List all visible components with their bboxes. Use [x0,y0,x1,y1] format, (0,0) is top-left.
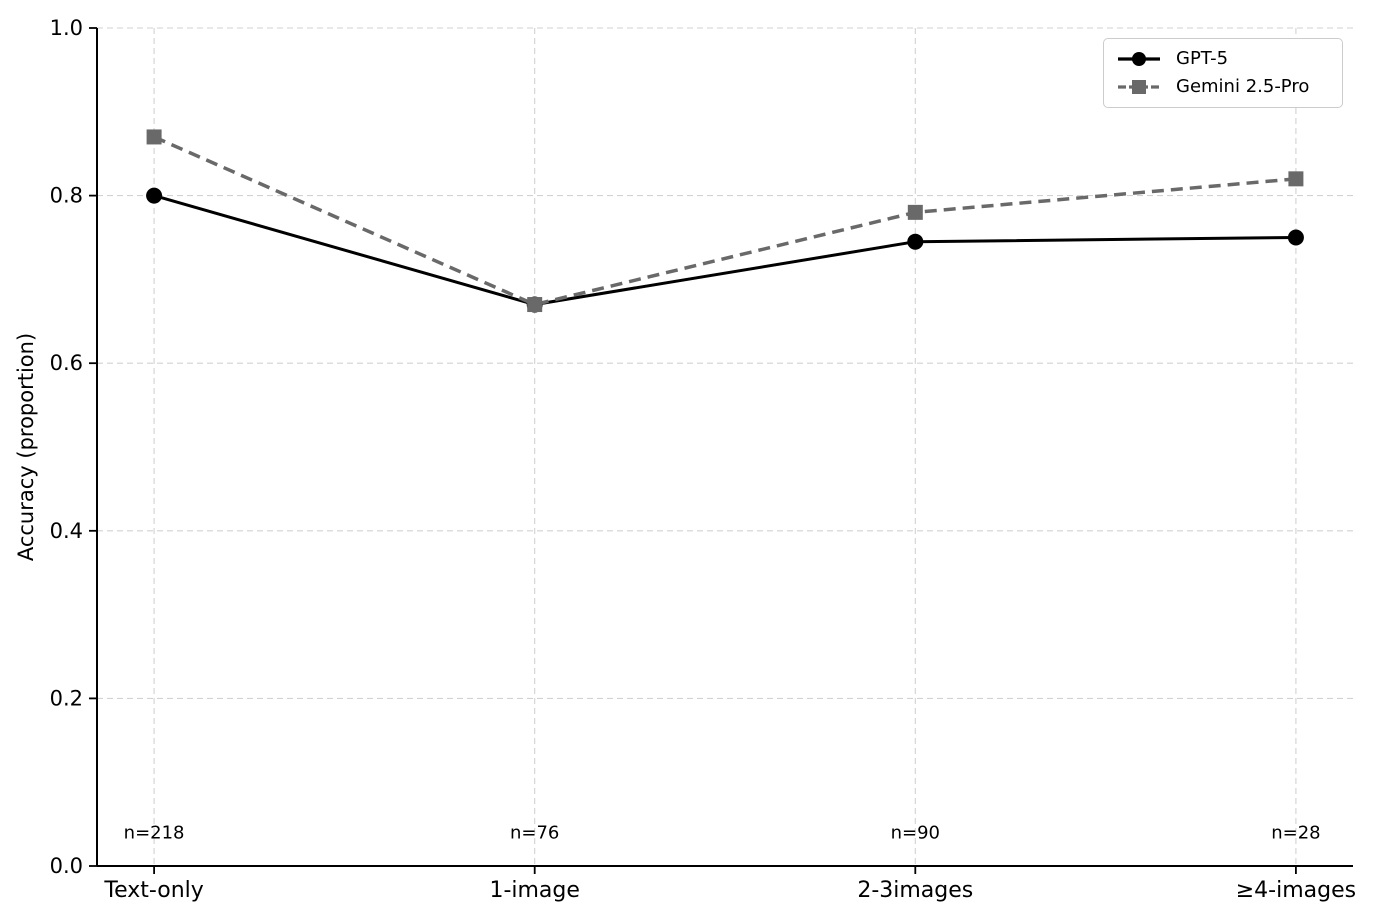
x-tick-label: 1-image [489,878,579,903]
data-point-gemini-2-5-pro-3 [1288,171,1304,187]
solid-line-circle-marker-icon [1118,52,1160,66]
sample-size-annotation: n=90 [891,822,940,843]
legend-item-gpt-5: GPT-5 [1116,48,1330,70]
series-line-gpt-5 [153,194,1296,307]
y-tick-label: 0.6 [50,351,83,375]
y-axis-label: Accuracy (proportion) [14,332,38,562]
y-tick-label: 0.4 [50,519,83,543]
dashed-line-square-marker-icon [1118,80,1160,94]
data-point-gemini-2-5-pro-1 [527,297,543,313]
data-point-gpt-5-0 [146,187,163,204]
x-tick-label: Text-only [103,878,203,903]
y-tick-label: 1.0 [50,16,83,40]
data-point-gemini-2-5-pro-0 [146,129,162,145]
legend-label-gpt-5: GPT-5 [1176,48,1229,69]
legend-item-gemini-2-5-pro: Gemini 2.5-Pro [1116,76,1330,98]
x-tick-label: ≥4-images [1236,878,1356,903]
sample-size-annotation: n=218 [124,822,185,843]
legend: GPT-5 Gemini 2.5-Pro [1103,38,1343,108]
y-tick-label: 0.0 [50,854,83,878]
data-point-gemini-2-5-pro-2 [907,204,923,220]
y-tick-label: 0.8 [50,184,83,208]
sample-size-annotation: n=76 [510,822,559,843]
sample-size-annotation: n=28 [1271,822,1320,843]
legend-label-gemini-2-5-pro: Gemini 2.5-Pro [1176,76,1310,97]
x-tick-label: 2-3images [857,878,973,903]
y-tick-label: 0.2 [50,686,83,710]
data-point-gpt-5-3 [1287,229,1304,246]
data-point-gpt-5-2 [907,233,924,250]
series-line-gemini-2-5-pro [153,135,1297,307]
